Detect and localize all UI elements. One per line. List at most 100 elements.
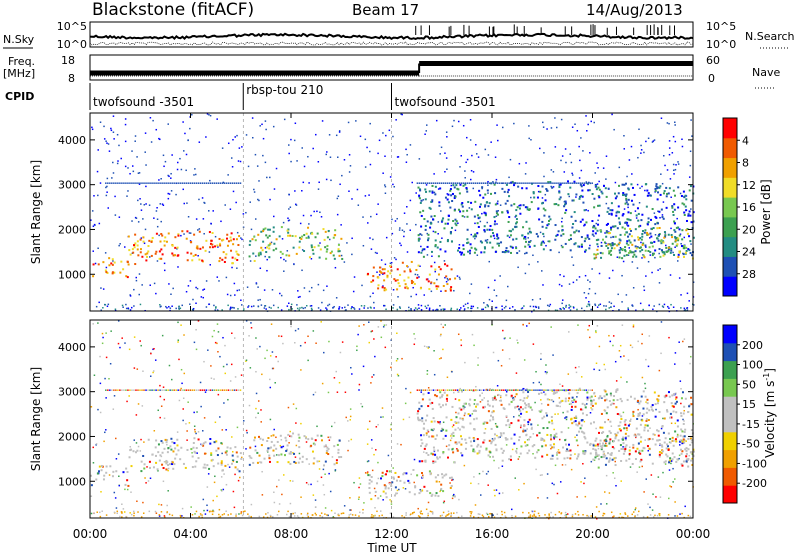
scatter-point bbox=[523, 359, 526, 361]
band-point bbox=[484, 204, 487, 207]
band-point bbox=[370, 280, 373, 283]
scatter-point bbox=[294, 456, 297, 458]
band-point bbox=[473, 418, 476, 421]
band-point bbox=[461, 251, 464, 254]
scatter-point bbox=[255, 407, 257, 410]
scatter-point bbox=[353, 276, 356, 278]
band-point bbox=[197, 457, 200, 460]
band-point bbox=[611, 402, 614, 405]
band-point bbox=[171, 441, 174, 444]
band-point bbox=[651, 241, 654, 244]
scatter-point bbox=[236, 231, 239, 234]
scatter-point bbox=[207, 473, 210, 475]
band-point bbox=[681, 238, 684, 241]
scatter-point bbox=[290, 138, 292, 141]
band-point bbox=[683, 203, 686, 206]
ground-point bbox=[403, 516, 406, 519]
ground-point bbox=[505, 516, 507, 519]
scatter-point bbox=[363, 324, 365, 326]
band-point bbox=[687, 248, 690, 251]
band-point bbox=[541, 417, 544, 420]
band-point bbox=[442, 490, 445, 493]
scatter-point bbox=[690, 243, 692, 245]
band-point bbox=[665, 186, 668, 189]
band-point bbox=[571, 422, 574, 425]
band-point bbox=[667, 391, 670, 394]
band-point bbox=[594, 227, 597, 230]
band-point bbox=[637, 433, 640, 436]
scatter-point bbox=[288, 302, 290, 305]
band-point bbox=[155, 250, 158, 253]
scatter-point bbox=[195, 432, 197, 435]
band-point bbox=[645, 418, 648, 421]
scatter-point bbox=[686, 309, 689, 311]
scatter-point bbox=[580, 376, 583, 378]
scatter-point bbox=[205, 280, 208, 282]
band-point bbox=[617, 424, 620, 427]
scatter-point bbox=[159, 384, 161, 387]
band-point bbox=[593, 206, 596, 209]
ground-point bbox=[535, 515, 537, 518]
scatter-point bbox=[574, 366, 577, 369]
scatter-point bbox=[129, 172, 131, 175]
ground-point bbox=[554, 309, 557, 311]
scatter-point bbox=[389, 176, 392, 178]
band-point bbox=[508, 403, 511, 406]
scatter-point bbox=[345, 416, 347, 419]
band-point bbox=[549, 181, 552, 184]
scatter-point bbox=[203, 232, 205, 235]
ground-point bbox=[608, 307, 610, 309]
band-point bbox=[570, 405, 573, 408]
band-point bbox=[437, 255, 440, 258]
band-point bbox=[605, 235, 608, 238]
scatter-point bbox=[293, 263, 295, 266]
band-point bbox=[685, 455, 688, 458]
scatter-point bbox=[115, 507, 118, 509]
ground-point bbox=[610, 306, 612, 308]
scatter-point bbox=[254, 218, 257, 220]
band-point bbox=[161, 463, 164, 466]
scatter-point bbox=[551, 390, 554, 392]
band-point bbox=[275, 447, 278, 450]
nave-tick-high: 60 bbox=[706, 54, 720, 67]
band-point bbox=[484, 212, 487, 215]
band-point bbox=[446, 198, 449, 201]
band-point bbox=[450, 226, 453, 229]
scatter-point bbox=[469, 118, 472, 121]
band-point bbox=[272, 434, 275, 437]
ground-point bbox=[505, 305, 507, 308]
scatter-point bbox=[178, 358, 180, 361]
band-point bbox=[465, 186, 468, 189]
band-point bbox=[573, 180, 576, 183]
band-point bbox=[622, 192, 625, 195]
band-point bbox=[682, 460, 685, 463]
ground-point bbox=[596, 306, 599, 308]
ground-point bbox=[408, 306, 410, 309]
scatter-point bbox=[159, 395, 162, 398]
scatter-point bbox=[551, 482, 554, 485]
band-point bbox=[604, 421, 607, 424]
scatter-point bbox=[167, 467, 170, 470]
range-line-point bbox=[589, 389, 591, 391]
scatter-point bbox=[628, 159, 631, 161]
ground-point bbox=[420, 304, 423, 307]
scatter-point bbox=[605, 155, 608, 157]
band-point bbox=[419, 189, 422, 192]
range-line-point bbox=[161, 182, 163, 184]
band-point bbox=[444, 250, 447, 253]
band-point bbox=[591, 233, 594, 236]
band-point bbox=[683, 405, 686, 408]
band-point bbox=[614, 437, 617, 440]
band-point bbox=[223, 260, 226, 263]
band-point bbox=[668, 395, 671, 398]
band-point bbox=[462, 184, 465, 187]
ground-point bbox=[428, 307, 431, 310]
band-point bbox=[418, 492, 421, 495]
ground-point bbox=[215, 306, 217, 309]
band-point bbox=[647, 429, 650, 432]
range-line-point bbox=[565, 389, 567, 391]
band-point bbox=[160, 232, 163, 235]
band-point bbox=[648, 409, 651, 412]
ground-point bbox=[332, 307, 334, 309]
